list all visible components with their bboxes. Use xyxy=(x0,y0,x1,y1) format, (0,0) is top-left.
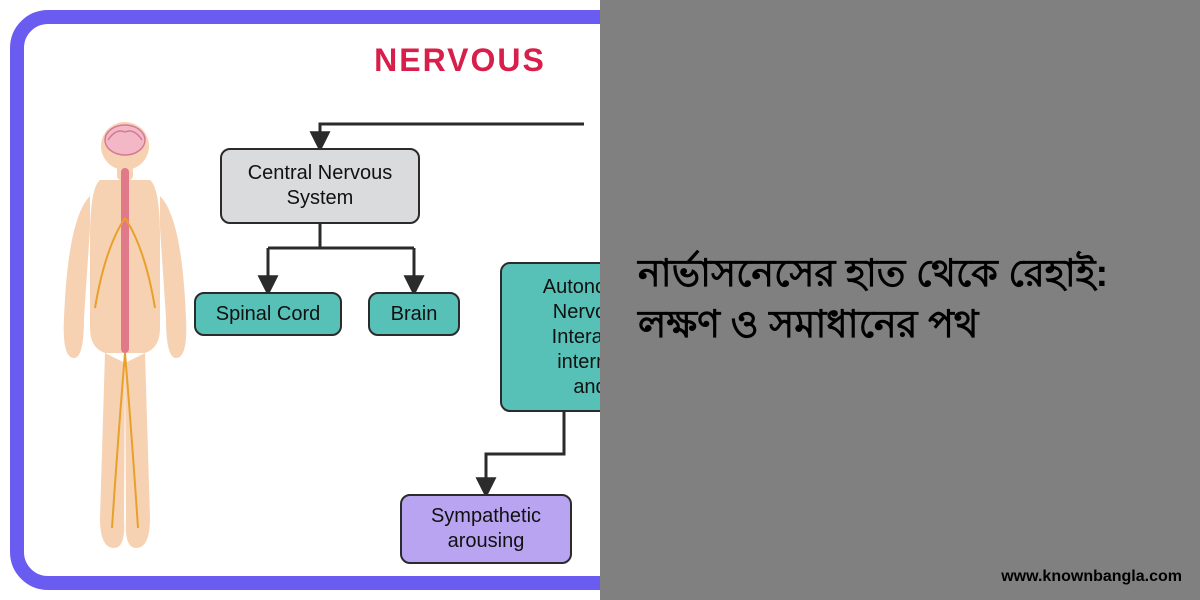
node-label: Sympatheticarousing xyxy=(431,504,541,554)
node-label: AutonomicNervousInteractsinternaland xyxy=(543,275,600,400)
node-brain: Brain xyxy=(368,292,460,336)
node-central-nervous-system: Central NervousSystem xyxy=(220,148,420,224)
node-label: Central NervousSystem xyxy=(248,161,393,211)
diagram-card: NERVOUS xyxy=(10,10,600,590)
overlay-headline: নার্ভাসনেসের হাত থেকে রেহাই: লক্ষণ ও সমা… xyxy=(638,249,1162,352)
node-spinal-cord: Spinal Cord xyxy=(194,292,342,336)
node-autonomic: AutonomicNervousInteractsinternaland xyxy=(500,262,600,412)
node-sympathetic: Sympatheticarousing xyxy=(400,494,572,564)
overlay-watermark: www.knownbangla.com xyxy=(1001,568,1182,586)
diagram-panel: NERVOUS xyxy=(0,0,600,600)
stage: NERVOUS xyxy=(0,0,1200,600)
node-label: Brain xyxy=(391,302,438,327)
node-label: Spinal Cord xyxy=(216,302,321,327)
overlay-panel: নার্ভাসনেসের হাত থেকে রেহাই: লক্ষণ ও সমা… xyxy=(600,0,1200,600)
